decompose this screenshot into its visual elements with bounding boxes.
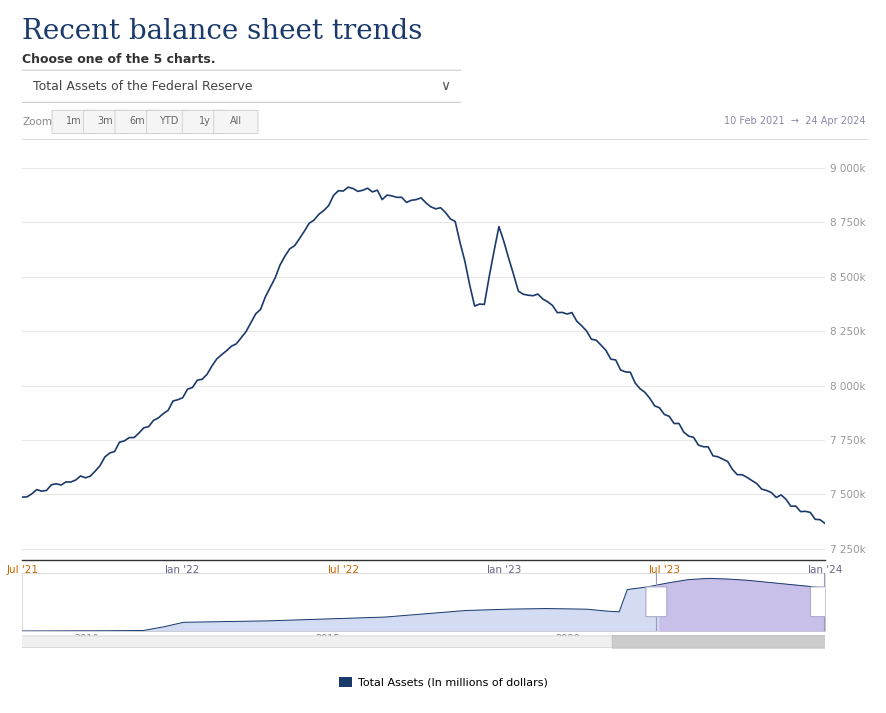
FancyBboxPatch shape [16, 70, 467, 103]
Text: 10 Feb 2021  →  24 Apr 2024: 10 Feb 2021 → 24 Apr 2024 [723, 116, 864, 126]
FancyBboxPatch shape [146, 111, 190, 133]
Text: 1y: 1y [198, 116, 210, 126]
Text: Zoom: Zoom [22, 117, 52, 127]
Text: Total Assets of the Federal Reserve: Total Assets of the Federal Reserve [33, 80, 253, 93]
FancyBboxPatch shape [18, 636, 828, 647]
FancyBboxPatch shape [810, 587, 830, 617]
FancyBboxPatch shape [611, 635, 828, 648]
Text: YTD: YTD [159, 116, 178, 126]
FancyBboxPatch shape [83, 111, 128, 133]
Text: 1m: 1m [66, 116, 82, 126]
Legend: Total Assets (In millions of dollars): Total Assets (In millions of dollars) [334, 673, 552, 692]
FancyBboxPatch shape [115, 111, 159, 133]
Text: Recent balance sheet trends: Recent balance sheet trends [22, 18, 422, 45]
Text: ∨: ∨ [439, 79, 450, 93]
Text: All: All [229, 116, 242, 126]
FancyBboxPatch shape [182, 111, 226, 133]
FancyBboxPatch shape [645, 587, 666, 617]
FancyBboxPatch shape [52, 111, 97, 133]
Text: Choose one of the 5 charts.: Choose one of the 5 charts. [22, 53, 215, 66]
Text: 3m: 3m [97, 116, 113, 126]
FancyBboxPatch shape [214, 111, 258, 133]
Text: 6m: 6m [129, 116, 144, 126]
